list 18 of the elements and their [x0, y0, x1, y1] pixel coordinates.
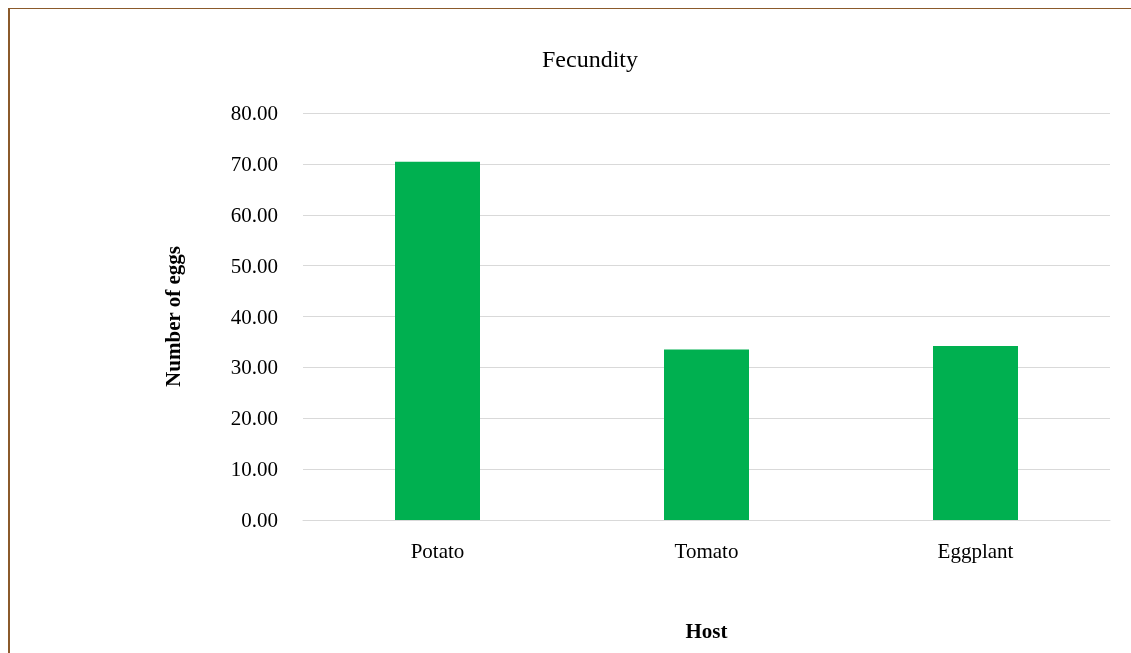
y-tick-label: 60.00 — [230, 202, 278, 227]
chart-title: Fecundity — [542, 46, 638, 72]
x-axis-title: Host — [685, 618, 728, 643]
y-tick-label: 20.00 — [230, 406, 278, 431]
x-tick-label: Potato — [410, 538, 465, 563]
y-tick-label: 10.00 — [230, 457, 278, 482]
y-tick-label: 30.00 — [230, 355, 278, 380]
y-tick-label: 70.00 — [230, 151, 278, 176]
bar — [933, 346, 1018, 520]
x-tick-label: Tomato — [674, 538, 739, 563]
x-tick-label: Eggplant — [937, 538, 1014, 563]
bar — [395, 161, 480, 520]
y-tick-label: 80.00 — [230, 101, 278, 125]
y-tick-label: 50.00 — [230, 253, 278, 278]
y-axis-title: Number of eggs — [160, 246, 185, 387]
y-tick-label: 0.00 — [241, 508, 278, 532]
y-tick-label: 40.00 — [230, 304, 278, 329]
bar — [664, 349, 749, 520]
